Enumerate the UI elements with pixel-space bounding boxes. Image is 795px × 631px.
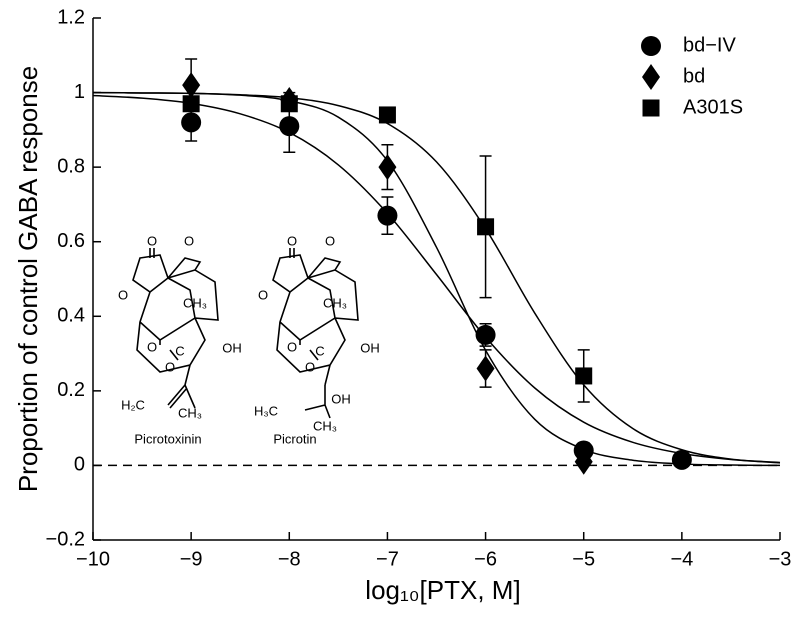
- atom-label: O: [287, 339, 297, 354]
- atom-label: O: [325, 233, 335, 248]
- fit-curve: [92, 94, 781, 464]
- atom-label: O: [258, 287, 268, 302]
- x-tick-label: −10: [76, 548, 110, 570]
- y-axis-label: Proportion of control GABA response: [13, 66, 43, 492]
- atom-label: CH₃: [183, 295, 207, 310]
- atom-label: C: [315, 343, 324, 358]
- atom-label: OH: [360, 340, 380, 355]
- atom-label: O: [165, 359, 175, 374]
- data-point: [477, 218, 495, 236]
- data-point: [574, 448, 593, 475]
- data-point: [182, 72, 201, 99]
- x-tick-label: −5: [572, 548, 595, 570]
- atom-label: C: [175, 343, 184, 358]
- x-tick-label: −9: [180, 548, 203, 570]
- y-tick-label: 0.8: [57, 155, 85, 177]
- data-point: [475, 324, 496, 345]
- y-tick-label: 1.2: [57, 6, 85, 28]
- x-tick-label: −3: [769, 548, 792, 570]
- x-tick-label: −6: [474, 548, 497, 570]
- atom-label: OH: [331, 391, 351, 406]
- structure-name: Picrotin: [273, 431, 316, 446]
- data-point: [476, 355, 495, 382]
- atom-label: O: [147, 339, 157, 354]
- legend-marker: [642, 99, 660, 117]
- structure-name: Picrotoxinin: [134, 431, 201, 446]
- atom-label: O: [287, 233, 297, 248]
- legend-marker: [642, 64, 660, 90]
- fit-curve: [92, 91, 781, 464]
- data-point: [378, 106, 396, 124]
- x-axis-label: log₁₀[PTX, M]: [365, 575, 520, 605]
- y-tick-label: 0.2: [57, 379, 85, 401]
- atom-label: O: [184, 233, 194, 248]
- y-tick-label: −0.2: [46, 528, 85, 550]
- data-point: [575, 367, 593, 385]
- data-point: [280, 95, 298, 113]
- atom-label: OH: [222, 340, 242, 355]
- x-tick-label: −4: [670, 548, 693, 570]
- data-point: [181, 112, 202, 133]
- atom-label: CH₃: [178, 405, 202, 420]
- x-tick-label: −8: [278, 548, 301, 570]
- data-point: [671, 449, 692, 470]
- legend-label: bd−IV: [683, 34, 736, 56]
- atom-label: CH₃: [323, 295, 347, 310]
- atom-label: H₃C: [254, 403, 278, 418]
- legend-marker: [641, 36, 661, 56]
- data-point: [182, 95, 200, 113]
- atom-label: O: [118, 287, 128, 302]
- data-point: [378, 154, 397, 181]
- data-point: [377, 205, 398, 226]
- atom-label: O: [147, 233, 157, 248]
- y-tick-label: 0: [74, 454, 85, 476]
- atom-label: H₂C: [121, 397, 145, 412]
- legend-label: bd: [683, 65, 705, 87]
- y-tick-label: 0.4: [57, 305, 85, 327]
- atom-label: CH₃: [313, 418, 337, 433]
- x-tick-label: −7: [376, 548, 399, 570]
- legend-label: A301S: [683, 96, 743, 118]
- y-tick-label: 1: [74, 81, 85, 103]
- y-tick-label: 0.6: [57, 230, 85, 252]
- structure-drawing: [132, 248, 359, 419]
- data-point: [279, 116, 300, 137]
- atom-label: O: [305, 359, 315, 374]
